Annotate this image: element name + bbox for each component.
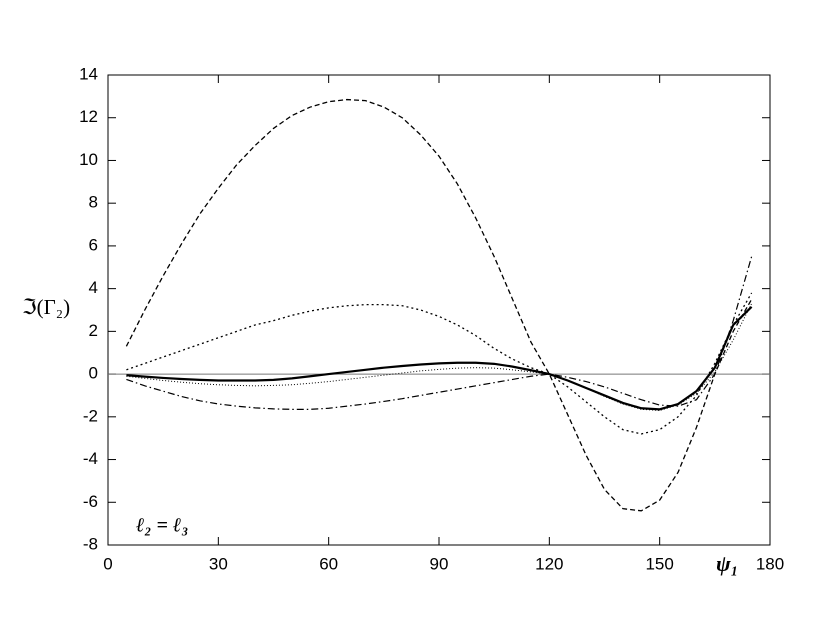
y-tick-label: -8: [83, 534, 98, 553]
y-axis-label: ℑ(Γ₂): [22, 295, 70, 319]
x-tick-label: 150: [645, 554, 673, 573]
x-tick-label: 30: [209, 554, 228, 573]
y-tick-label: 8: [89, 193, 98, 212]
y-tick-label: 12: [79, 107, 98, 126]
y-tick-label: 4: [89, 278, 98, 297]
annotation: ℓ₂ = ℓ₃: [136, 515, 188, 537]
y-tick-label: -6: [83, 492, 98, 511]
x-tick-label: 0: [103, 554, 112, 573]
y-tick-label: 6: [89, 235, 98, 254]
y-tick-label: 14: [79, 64, 98, 83]
y-tick-label: -4: [83, 449, 98, 468]
data-line: [125, 98, 753, 512]
x-axis-label: ψ₁: [716, 551, 738, 576]
y-tick-label: 0: [89, 364, 98, 383]
x-tick-label: 180: [756, 554, 784, 573]
x-tick-label: 120: [535, 554, 563, 573]
y-tick-label: 2: [89, 321, 98, 340]
data-line: [126, 306, 753, 411]
data-line: [126, 256, 753, 410]
plot-frame: [107, 74, 771, 546]
x-tick-label: 90: [430, 554, 449, 573]
y-tick-label: 10: [79, 150, 98, 169]
data-line: [126, 292, 753, 435]
data-line: [126, 303, 753, 411]
y-tick-label: -2: [83, 406, 98, 425]
x-tick-label: 60: [319, 554, 338, 573]
